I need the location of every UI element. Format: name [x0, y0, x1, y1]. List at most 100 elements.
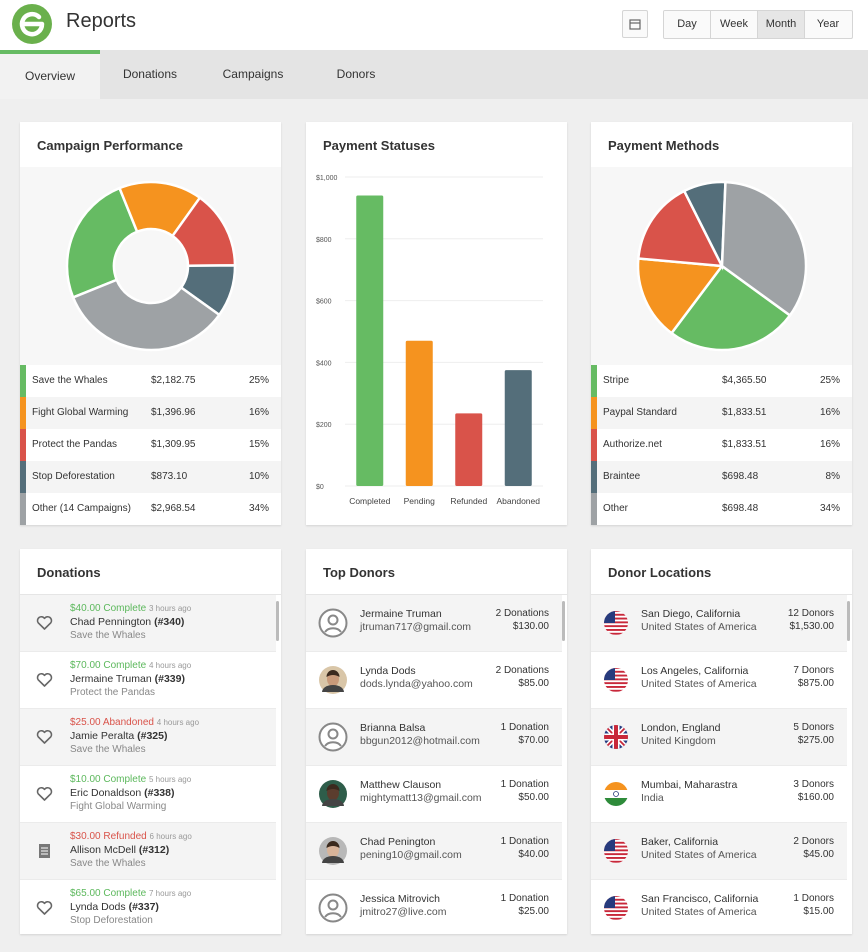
tab[interactable]: Donors [336, 67, 376, 81]
panel-title: Payment Statuses [323, 138, 435, 153]
row-icon [36, 787, 53, 801]
legend-swatch [20, 365, 26, 397]
top-donors-panel: Top Donors Jermaine Truman jtruman717@gmai… [306, 549, 567, 934]
flag-top [604, 782, 628, 790]
donation-id: (#340) [154, 616, 185, 628]
heart-icon [36, 787, 53, 801]
legend-percent: 10% [248, 471, 269, 482]
donation-headline: $10.00 Complete 5 hours ago [70, 774, 191, 785]
flag-group [604, 896, 628, 920]
list-row: Baker, California United States of Americ… [591, 823, 847, 880]
flag-stripe [604, 613, 628, 616]
period-button[interactable]: Day [664, 11, 711, 38]
donation-id: (#338) [144, 787, 175, 799]
panel-title: Donations [37, 565, 101, 580]
logo-mark [19, 11, 45, 37]
heart-icon [36, 730, 53, 744]
y-tick-label: $400 [316, 360, 332, 367]
donor-amount: $70.00 [518, 735, 549, 746]
flag-group [604, 668, 628, 692]
donor-name: Chad Penington [360, 836, 436, 848]
legend-name: Stripe [603, 375, 630, 386]
donor-name: Jermaine Truman [70, 673, 152, 685]
legend-swatch [20, 461, 26, 493]
legend-row: Save the Whales $2,182.75 25% [20, 365, 281, 397]
donor-email: jmitro27@live.com [360, 906, 447, 918]
list-row: $25.00 Abandoned 4 hours ago Jamie Peralt… [20, 709, 276, 766]
period-button[interactable]: Week [711, 11, 758, 38]
page-title: Reports [66, 10, 137, 32]
flag-group [604, 725, 628, 749]
scrollbar [276, 601, 279, 641]
legend-percent: 34% [248, 503, 269, 514]
row-icon [36, 730, 53, 744]
location-donors: 3 Donors [793, 779, 834, 790]
location-place: San Diego, California [641, 608, 741, 620]
donation-headline: $65.00 Complete 7 hours ago [70, 888, 191, 899]
location-donors: 2 Donors [793, 836, 834, 847]
donor-email: dods.lynda@yahoo.com [360, 678, 473, 690]
legend-name: Protect the Pandas [32, 439, 118, 450]
flag-group [604, 782, 628, 806]
donor-name: Lynda Dods [360, 665, 416, 677]
y-tick-label: $1,000 [316, 175, 338, 182]
list-row: Chad Penington pening10@gmail.com 1 Donati… [306, 823, 562, 880]
location-place: San Francisco, California [641, 893, 759, 905]
flag-stripe [604, 841, 628, 844]
photo-hair [326, 841, 340, 848]
avatar-head [327, 728, 339, 740]
donation-status: $30.00 Refunded [70, 831, 147, 842]
flag-stripe [604, 906, 628, 909]
flag-stripe [604, 857, 628, 859]
scrollbar [847, 601, 850, 641]
flag [604, 839, 628, 863]
avatar-body [324, 912, 342, 918]
flag-stripe [604, 621, 628, 624]
tab[interactable]: Overview [0, 50, 100, 99]
heart-icon [36, 673, 53, 687]
legend-amount: $698.48 [722, 471, 759, 482]
legend-amount: $873.10 [151, 471, 188, 482]
tab[interactable]: Donations [122, 67, 178, 81]
list-row: Brianna Balsa bbgun2012@hotmail.com 1 Dona… [306, 709, 562, 766]
legend-percent: 34% [819, 503, 840, 514]
flag-stripe [604, 896, 628, 897]
donation-status: $25.00 Abandoned [70, 717, 154, 728]
period-button[interactable]: Year [805, 11, 851, 38]
flag-stripe [604, 632, 628, 635]
legend-row: Braintee $698.48 8% [591, 461, 852, 493]
y-tick-label: $0 [316, 484, 324, 491]
period-buttons: Day Week Month Year [663, 10, 853, 39]
row-icon [36, 616, 53, 630]
panel-title: Donor Locations [608, 565, 712, 580]
photo-shoulders [322, 856, 344, 863]
legend-percent: 16% [819, 439, 840, 450]
donation-time: 4 hours ago [148, 661, 192, 670]
flag-stripe [604, 611, 628, 612]
location-country: United States of America [641, 621, 757, 633]
photo-hair [326, 670, 340, 677]
legend-amount: $1,396.96 [151, 407, 196, 418]
legend-row: Authorize.net $1,833.51 16% [591, 429, 852, 461]
avatar-body [324, 741, 342, 747]
location-place: Baker, California [641, 836, 719, 848]
scrollbar [562, 601, 565, 641]
donor-email: bbgun2012@hotmail.com [360, 735, 480, 747]
pie-slice [720, 180, 808, 318]
legend-percent: 25% [819, 375, 840, 386]
legend-name: Other (14 Campaigns) [32, 503, 131, 514]
tab[interactable]: Campaigns [222, 67, 284, 81]
flag-stripe [604, 678, 628, 681]
flag-bottom [604, 798, 628, 806]
flag-stripe [604, 686, 628, 688]
donor-name: Jermaine Truman [360, 608, 442, 620]
calendar-button[interactable] [622, 10, 648, 38]
legend-swatch [591, 429, 597, 461]
period-button[interactable]: Month [758, 11, 805, 38]
panel-title: Campaign Performance [37, 138, 183, 153]
donation-headline: $70.00 Complete 4 hours ago [70, 660, 191, 671]
donation-headline: $30.00 Refunded 6 hours ago [70, 831, 192, 842]
x-tick-label: Refunded [450, 496, 487, 506]
flag-stripe [604, 860, 628, 863]
list: San Diego, California United States of Am… [591, 594, 852, 934]
